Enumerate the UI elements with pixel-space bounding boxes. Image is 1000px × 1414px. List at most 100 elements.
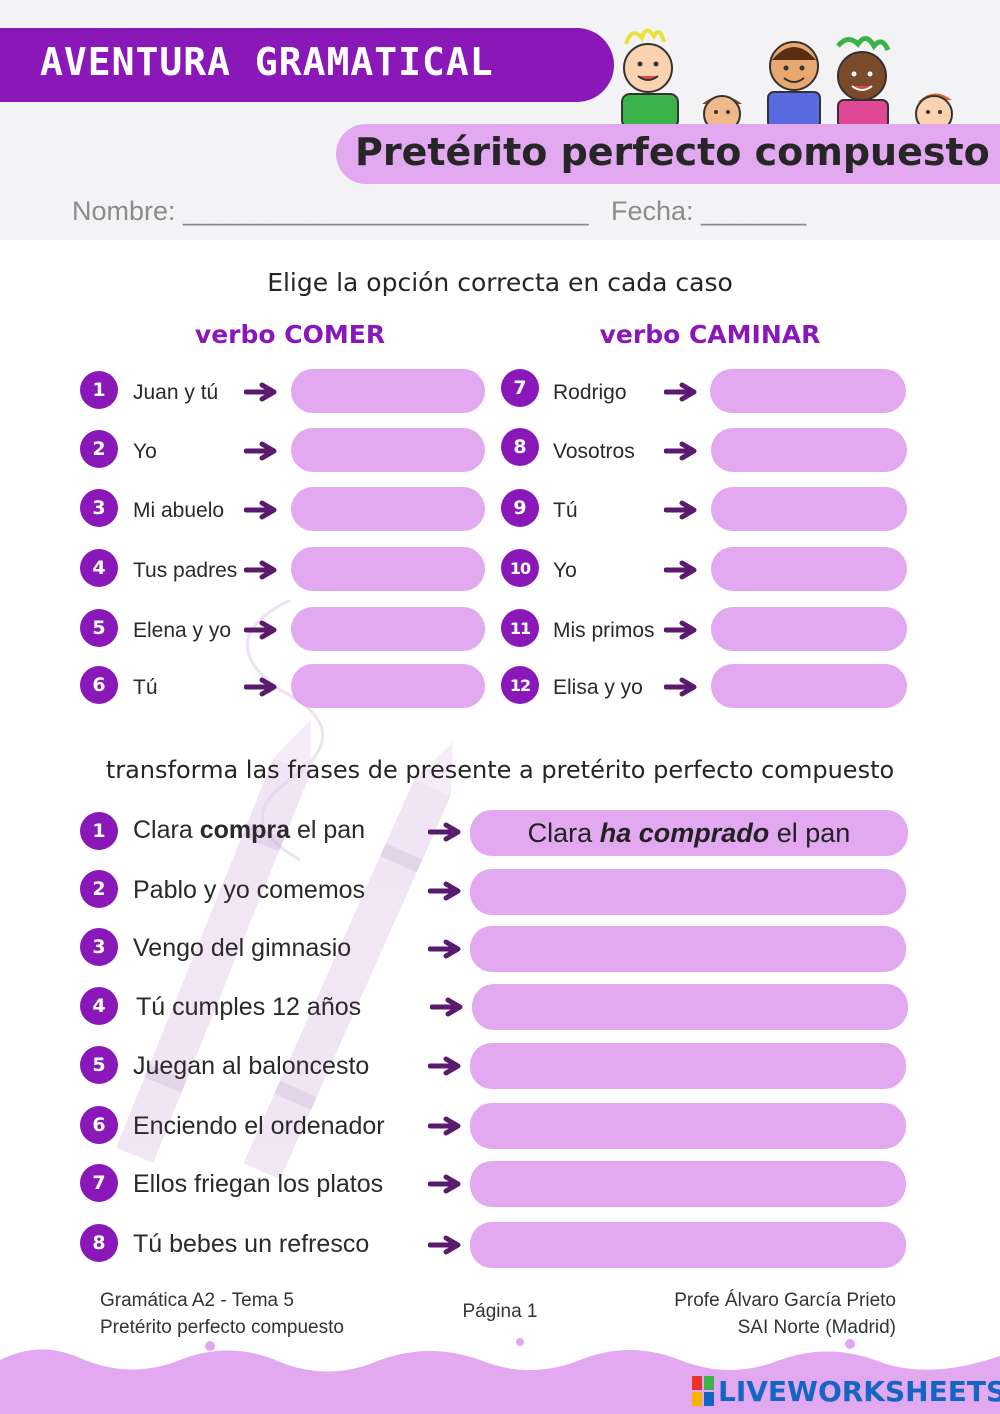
item-sentence: Pablo y yo comemos — [133, 876, 366, 904]
arrow-right-icon — [428, 1235, 461, 1255]
item-number-badge: 3 — [80, 489, 118, 527]
answer-field[interactable] — [711, 664, 907, 708]
footer-course-info: Gramática A2 - Tema 5 Pretérito perfecto… — [100, 1287, 344, 1341]
answer-field[interactable] — [470, 869, 906, 915]
answer-text-post: el pan — [769, 817, 851, 848]
answer-field[interactable] — [470, 926, 906, 972]
liveworksheets-logo: LIVEWORKSHEETS — [692, 1374, 1000, 1408]
item-subject-label: Tú — [553, 499, 578, 522]
item-number-badge: 5 — [80, 609, 118, 647]
footer-wave-decoration — [0, 1338, 1000, 1414]
arrow-right-icon — [428, 1116, 461, 1136]
arrow-right-icon — [664, 500, 697, 520]
item-subject-label: Elisa y yo — [553, 676, 643, 699]
answer-field[interactable] — [472, 984, 908, 1030]
item-number-badge: 7 — [80, 1164, 118, 1202]
answer-field[interactable] — [470, 1161, 906, 1207]
item-number-badge: 2 — [80, 870, 118, 908]
answer-field[interactable] — [470, 1043, 906, 1089]
footer-page-number: Página 1 — [462, 1301, 538, 1322]
answer-field[interactable] — [291, 369, 485, 413]
item-number-badge: 7 — [501, 369, 539, 407]
arrow-right-icon — [244, 560, 277, 580]
answer-field[interactable] — [291, 607, 485, 651]
item-number-badge: 2 — [80, 430, 118, 468]
answer-field[interactable] — [710, 369, 906, 413]
section2-instruction: transforma las frases de presente a pret… — [105, 756, 895, 784]
arrow-right-icon — [664, 620, 697, 640]
arrow-right-icon — [428, 1056, 461, 1076]
answer-field[interactable] — [711, 428, 907, 472]
item-subject-label: Mis primos — [553, 619, 655, 642]
answer-field[interactable] — [711, 547, 907, 591]
answer-field[interactable] — [291, 428, 485, 472]
answer-field[interactable] — [470, 1103, 906, 1149]
arrow-right-icon — [244, 620, 277, 640]
item-sentence: Tú cumples 12 años — [136, 993, 362, 1021]
item-number-badge: 1 — [80, 371, 118, 409]
verb-comer-title: verbo COMER — [194, 320, 386, 349]
arrow-right-icon — [664, 441, 697, 461]
verb-caminar-title: verbo CAMINAR — [599, 320, 821, 349]
example-answer-text: Clara ha comprado el pan — [470, 810, 908, 856]
arrow-right-icon — [428, 1174, 461, 1194]
footer-author-info: Profe Álvaro García Prieto SAI Norte (Ma… — [600, 1287, 896, 1341]
subtitle-banner — [336, 124, 1000, 184]
item-subject-label: Yo — [133, 440, 157, 463]
item-subject-label: Tú — [133, 676, 158, 699]
item-sentence: Ellos friegan los platos — [133, 1170, 384, 1198]
example-sentence: Clara compra el pan — [133, 816, 365, 845]
answer-field[interactable] — [291, 487, 485, 531]
children-illustration-icon — [621, 28, 953, 128]
item-number-badge: 4 — [80, 987, 118, 1025]
item-number-badge: 11 — [501, 609, 539, 647]
liveworksheets-mark-icon — [692, 1376, 714, 1406]
arrow-right-icon — [664, 382, 697, 402]
item-sentence: Enciendo el ordenador — [133, 1112, 385, 1140]
example-text-pre: Clara — [133, 816, 200, 844]
example-text-post: el pan — [290, 816, 366, 844]
footer-course-line1: Gramática A2 - Tema 5 — [100, 1290, 294, 1311]
item-subject-label: Elena y yo — [133, 619, 232, 642]
item-number-badge: 3 — [80, 928, 118, 966]
item-subject-label: Vosotros — [553, 440, 635, 463]
arrow-right-icon — [428, 881, 461, 901]
answer-verb-bold: ha comprado — [599, 817, 770, 848]
answer-field[interactable] — [711, 607, 907, 651]
crayons-decoration-icon — [115, 600, 453, 1180]
arrow-right-icon — [664, 677, 697, 697]
arrow-right-icon — [428, 939, 461, 959]
item-number-badge: 10 — [501, 549, 539, 587]
item-number-badge: 8 — [80, 1224, 118, 1262]
arrow-right-icon — [664, 560, 697, 580]
answer-field[interactable] — [470, 1222, 906, 1268]
item-number-badge: 5 — [80, 1046, 118, 1084]
answer-field[interactable] — [711, 487, 907, 531]
section1-instruction: Elige la opción correcta en cada caso — [267, 268, 733, 297]
answer-text-pre: Clara — [527, 817, 600, 848]
worksheet-title: AVENTURA GRAMATICAL — [40, 40, 494, 84]
item-sentence: Juegan al baloncesto — [133, 1052, 370, 1080]
item-number-badge: 6 — [80, 1106, 118, 1144]
liveworksheets-brand-text: LIVEWORKSHEETS — [718, 1374, 1000, 1408]
item-number-badge: 1 — [80, 812, 118, 850]
answer-field[interactable] — [291, 664, 485, 708]
arrow-right-icon — [244, 500, 277, 520]
item-subject-label: Mi abuelo — [133, 499, 225, 522]
item-number-badge: 12 — [501, 666, 539, 704]
arrow-right-icon — [430, 997, 463, 1017]
title-banner — [0, 28, 614, 102]
arrow-right-icon — [244, 677, 277, 697]
item-sentence: Tú bebes un refresco — [133, 1230, 370, 1258]
item-number-badge: 8 — [501, 428, 539, 466]
item-subject-label: Juan y tú — [133, 381, 219, 404]
answer-field[interactable] — [291, 547, 485, 591]
example-verb-bold: compra — [199, 816, 290, 844]
arrow-right-icon — [428, 822, 461, 842]
item-subject-label: Tus padres — [133, 559, 238, 582]
example-answer-pill: Clara ha comprado el pan — [470, 810, 908, 856]
item-number-badge: 4 — [80, 549, 118, 587]
item-subject-label: Yo — [553, 559, 577, 582]
name-date-line: Nombre: ___________________________ Fech… — [72, 196, 807, 226]
footer-author-line2: SAI Norte (Madrid) — [737, 1317, 896, 1338]
